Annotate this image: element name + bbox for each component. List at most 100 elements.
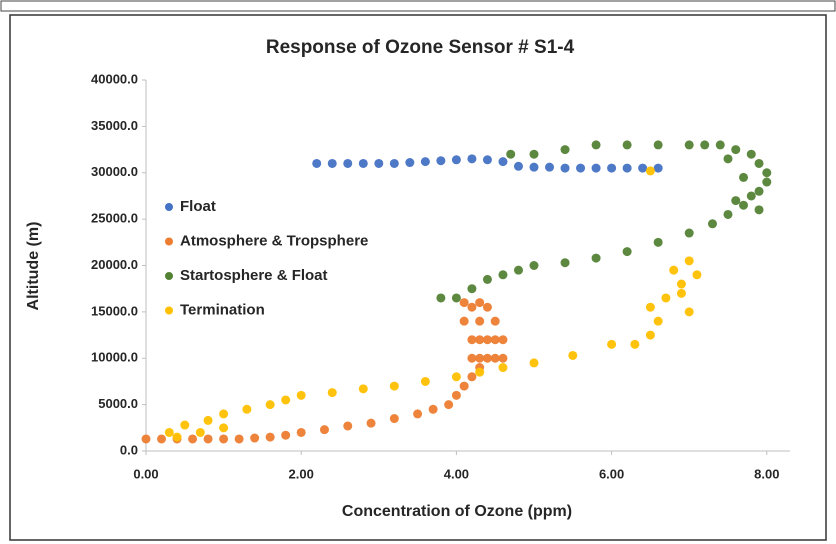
point [405, 158, 415, 168]
y-tick-label: 0.0 [120, 442, 138, 457]
legend-label: Float [180, 198, 216, 215]
legend-marker [165, 203, 173, 211]
point [195, 427, 205, 437]
point [451, 155, 461, 165]
point [366, 418, 376, 428]
point [467, 335, 477, 345]
point [482, 155, 492, 165]
point [560, 163, 570, 173]
point [219, 423, 229, 433]
point [731, 196, 741, 206]
point [281, 395, 291, 405]
point [420, 157, 430, 167]
point [157, 434, 167, 444]
point [343, 158, 353, 168]
point [653, 237, 663, 247]
point [219, 409, 229, 419]
point [506, 149, 516, 159]
point [715, 140, 725, 150]
point [498, 270, 508, 280]
point [653, 316, 663, 326]
point [746, 191, 756, 201]
point [413, 409, 423, 419]
point [319, 425, 329, 435]
point [428, 404, 438, 414]
y-tick-label: 20000.0 [91, 257, 138, 272]
point [638, 163, 648, 173]
point [684, 307, 694, 317]
point [700, 140, 710, 150]
point [358, 158, 368, 168]
y-tick-label: 25000.0 [91, 211, 138, 226]
point [739, 172, 749, 182]
point [746, 149, 756, 159]
point [459, 316, 469, 326]
point [607, 339, 617, 349]
point [622, 140, 632, 150]
point [754, 186, 764, 196]
point [141, 434, 151, 444]
point [529, 358, 539, 368]
point [475, 367, 485, 377]
point [459, 381, 469, 391]
x-axis-title: Concentration of Ozone (ppm) [342, 503, 572, 520]
point [389, 158, 399, 168]
point [327, 158, 337, 168]
point [475, 298, 485, 308]
point [234, 434, 244, 444]
point [692, 270, 702, 280]
point [645, 302, 655, 312]
point [731, 145, 741, 155]
point [436, 293, 446, 303]
point [707, 219, 717, 229]
y-tick-label: 30000.0 [91, 164, 138, 179]
point [529, 162, 539, 172]
legend-marker [165, 237, 173, 246]
x-tick-label: 8.00 [754, 466, 779, 481]
point [529, 149, 539, 159]
point [498, 157, 508, 167]
point [676, 288, 686, 298]
point [591, 253, 601, 263]
point [219, 434, 229, 444]
point [482, 302, 492, 312]
legend-marker [165, 306, 173, 315]
point [265, 432, 275, 442]
point [568, 350, 578, 360]
point [296, 390, 306, 400]
point [490, 353, 500, 363]
point [762, 177, 772, 187]
point [684, 228, 694, 238]
point [630, 339, 640, 349]
point [482, 353, 492, 363]
y-tick-label: 35000.0 [91, 118, 138, 133]
point [389, 381, 399, 391]
point [560, 145, 570, 155]
point [180, 420, 190, 430]
point [661, 293, 671, 303]
point [172, 432, 182, 442]
point [498, 363, 508, 373]
point [475, 353, 485, 363]
point [265, 400, 275, 410]
chart-frame [9, 14, 827, 541]
point [343, 421, 353, 431]
point [723, 154, 733, 164]
point [591, 140, 601, 150]
point [684, 140, 694, 150]
y-tick-label: 5000.0 [98, 396, 138, 411]
point [451, 372, 461, 382]
point [739, 200, 749, 210]
point [490, 316, 500, 326]
point [389, 414, 399, 424]
legend-marker [165, 272, 173, 280]
point [358, 384, 368, 394]
window-frame [0, 0, 836, 12]
point [242, 404, 252, 414]
point [607, 163, 617, 173]
point [459, 298, 469, 308]
x-tick-label: 4.00 [444, 466, 469, 481]
point [482, 274, 492, 284]
point [203, 415, 213, 425]
point [560, 258, 570, 268]
